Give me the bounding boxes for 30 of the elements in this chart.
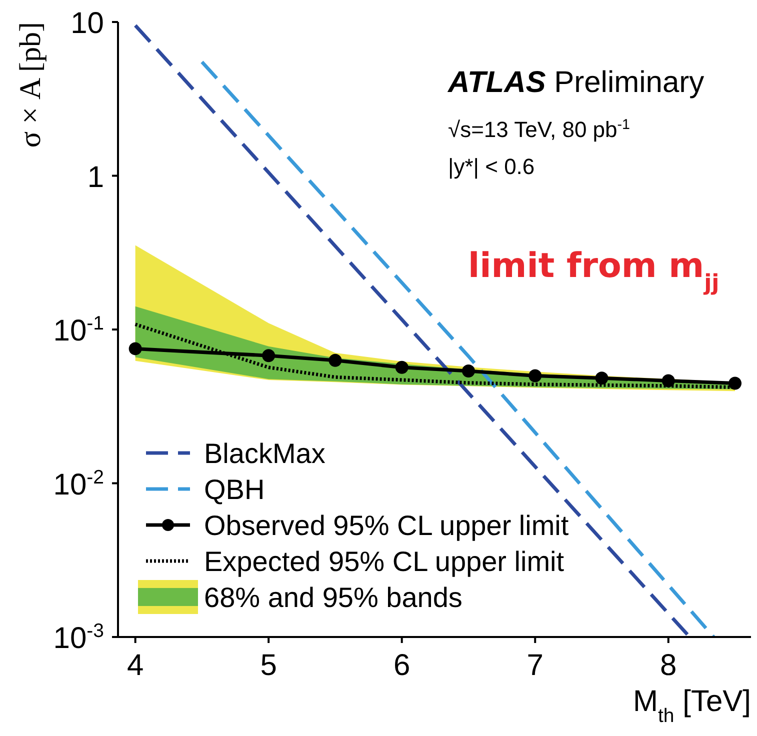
point	[462, 364, 475, 378]
annotation: √s=13 TeV, 80 pb$^{-1}$	[448, 117, 630, 142]
x-axis-title: M$_{th}$ [TeV]	[633, 685, 751, 727]
point	[328, 354, 342, 367]
y-tick-label: 10$^{-2}$	[53, 466, 104, 502]
annotation: |y*| < 0.6	[448, 154, 535, 179]
y-tick-label: 10$^{-3}$	[53, 620, 104, 655]
x-tick-label: 6	[394, 649, 410, 682]
y-tick-label: 1	[87, 160, 104, 194]
point	[395, 360, 408, 374]
point	[728, 376, 742, 390]
x-tick-label: 5	[260, 649, 277, 682]
legend-label: Expected 95% CL upper limit	[204, 546, 564, 577]
x-tick-label: 8	[660, 649, 677, 682]
x-tick-label: 7	[526, 649, 544, 682]
point	[262, 349, 276, 362]
point	[595, 372, 608, 385]
legend-label: 68% and 95% bands	[204, 582, 462, 613]
y-tick-label: 10	[70, 7, 104, 40]
legend-label: QBH	[204, 474, 265, 505]
y-axis-title: σ × A [pb]	[14, 22, 47, 148]
x-tick-label: 4	[126, 649, 144, 682]
legend-label: BlackMax	[204, 438, 326, 469]
point	[128, 342, 142, 356]
point	[528, 369, 542, 382]
legend-label: Observed 95% CL upper limit	[204, 510, 569, 541]
y-tick-label: 10$^{-1}$	[53, 312, 104, 348]
annotation: limit from m$_{jj}$	[468, 246, 720, 296]
point	[662, 374, 675, 388]
annotation: ATLAS Preliminary	[447, 66, 704, 99]
